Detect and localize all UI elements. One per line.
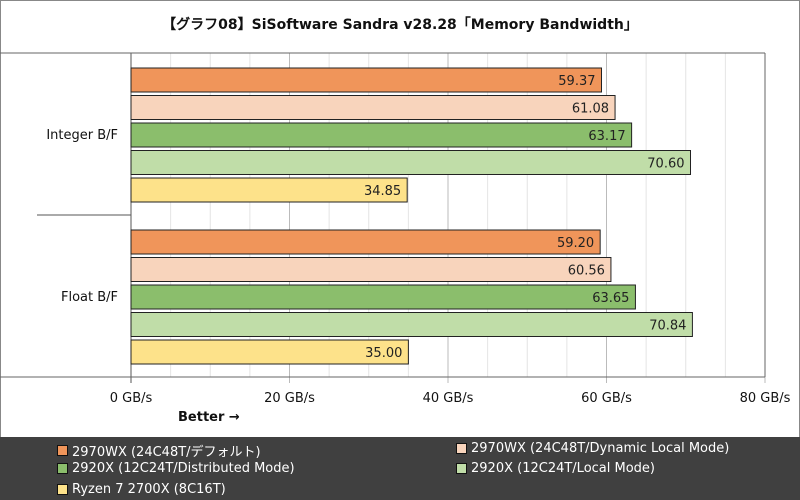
data-label: 35.00 [365,346,402,361]
legend-item: 2970WX (24C48T/Dynamic Local Mode) [456,441,729,456]
x-tick-label: 60 GB/s [581,391,632,406]
data-label: 61.08 [572,102,609,117]
legend-swatch [57,445,68,456]
x-axis-label: Better → [178,410,240,425]
legend-item: 2920X (12C24T/Local Mode) [456,461,655,476]
legend: 2970WX (24C48T/デフォルト) 2970WX (24C48T/Dyna… [0,437,800,500]
legend-item: 2970WX (24C48T/デフォルト) [57,441,261,460]
data-label: 59.37 [558,74,595,89]
data-label: 59.20 [557,236,594,251]
legend-swatch [57,484,68,495]
legend-label: 2920X (12C24T/Distributed Mode) [72,461,295,476]
bar [130,177,408,203]
bar [130,150,692,175]
bar [130,339,409,365]
plot-area: 0 GB/s 20 GB/s 40 GB/s 60 GB/s 80 GB/s Intege… [0,52,791,406]
x-tick-label: 80 GB/s [740,391,791,406]
x-tick-label: 40 GB/s [423,391,474,406]
bar [130,312,693,337]
legend-swatch [456,443,467,454]
x-tick-label: 0 GB/s [110,391,153,406]
data-label: 70.84 [649,319,686,334]
legend-swatch [57,463,68,474]
legend-swatch [456,463,467,474]
data-label: 70.60 [647,157,684,172]
data-label: 60.56 [568,264,605,279]
bar [130,284,636,310]
legend-label: Ryzen 7 2700X (8C16T) [72,482,226,497]
legend-item: 2920X (12C24T/Distributed Mode) [57,461,295,476]
bar [130,257,612,282]
data-label: 34.85 [364,184,401,199]
chart-title: 【グラフ08】SiSoftware Sandra v28.28「Memory B… [162,17,638,33]
category-label: Integer B/F [46,128,118,143]
category-label: Float B/F [61,290,118,305]
legend-label: 2920X (12C24T/Local Mode) [471,461,655,476]
bar [130,229,601,255]
data-label: 63.17 [588,129,625,144]
bar [130,67,603,93]
bar [130,122,633,148]
legend-label: 2970WX (24C48T/デフォルト) [72,445,261,460]
legend-item: Ryzen 7 2700X (8C16T) [57,482,226,497]
bar [130,95,616,120]
legend-label: 2970WX (24C48T/Dynamic Local Mode) [471,441,730,456]
data-label: 63.65 [592,291,629,306]
x-tick-label: 20 GB/s [264,391,315,406]
